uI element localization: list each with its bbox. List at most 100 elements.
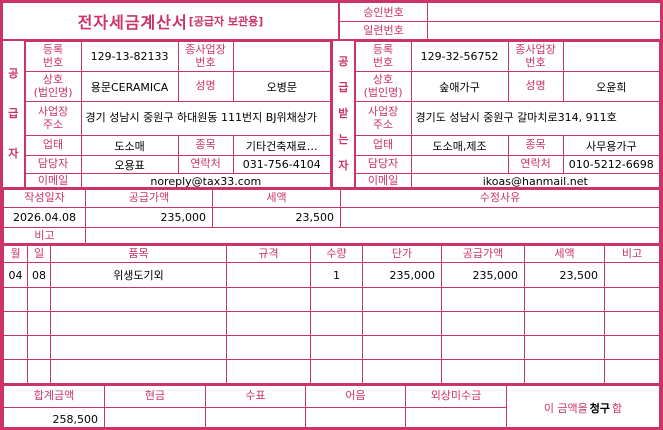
supplier-reg-label: 등록 번호 <box>24 41 82 72</box>
empty-cell <box>50 335 227 360</box>
buyer-reg-label: 등록 번호 <box>354 41 412 72</box>
buyer-table: 등록 번호 129-32-56752 종사업장 번호 상호 (법인명) 숲애가구 성명… <box>354 41 660 190</box>
empty-cell <box>310 359 363 384</box>
empty-cell <box>524 335 605 360</box>
item-note <box>604 262 660 288</box>
buyer-bizitem-value: 사무용가구 <box>562 135 660 156</box>
top-header: 전자세금계산서 [공급자 보관용] 승인번호 일련번호 <box>3 3 660 39</box>
empty-cell <box>3 287 28 312</box>
item-row-empty <box>3 359 660 384</box>
supplier-name-value: 용문CERAMICA <box>80 71 179 102</box>
empty-cell <box>604 335 660 360</box>
empty-cell <box>27 311 51 336</box>
supplier-reg-value: 129-13-82133 <box>80 41 179 72</box>
col-spec: 규격 <box>226 245 311 263</box>
empty-cell <box>310 287 363 312</box>
empty-cell <box>27 287 51 312</box>
item-tax-amount: 23,500 <box>524 262 605 288</box>
empty-cell <box>3 359 28 384</box>
buyer-side-label: 공급받는자 <box>338 55 349 172</box>
supplier-manager-label: 담당자 <box>24 155 82 174</box>
serial-number-row: 일련번호 <box>340 20 660 40</box>
buyer-subbiz-value <box>562 41 660 72</box>
empty-cell <box>524 287 605 312</box>
buyer-manager-label: 담당자 <box>354 155 412 174</box>
empty-cell <box>604 359 660 384</box>
empty-cell <box>362 311 442 336</box>
label-line: 등록 <box>372 42 394 56</box>
check-value <box>205 407 306 427</box>
bill-value <box>305 407 406 427</box>
write-date-label: 작성일자 <box>3 189 86 208</box>
empty-cell <box>3 335 28 360</box>
col-month: 월 <box>3 245 28 263</box>
col-day: 일 <box>27 245 51 263</box>
title-note: [공급자 보관용] <box>188 15 264 28</box>
cash-value <box>104 407 206 427</box>
empty-cell <box>441 335 525 360</box>
empty-cell <box>362 287 442 312</box>
serial-number-value <box>428 22 660 40</box>
buyer-biztype-label: 업태 <box>354 135 412 156</box>
buyer-biztype-value: 도소매,제조 <box>410 135 509 156</box>
supplier-phone-value: 031-756-4104 <box>232 155 332 174</box>
item-row: 04 08 위생도기외 1 235,000 235,000 23,500 <box>3 262 660 288</box>
supplier-subbiz-value <box>232 41 332 72</box>
empty-cell <box>362 359 442 384</box>
label-line: 번호 <box>372 55 394 69</box>
empty-cell <box>226 287 311 312</box>
empty-cell <box>524 359 605 384</box>
write-date-value: 2026.04.08 <box>3 207 86 228</box>
label-line: 등록 <box>42 42 64 56</box>
supplier-bizitem-value: 기타건축재료… <box>232 135 332 156</box>
bill-label: 어음 <box>305 385 406 408</box>
totals-table: 합계금액 현금 수표 어음 외상미수금 이 금액을 청구 함 258,500 <box>3 385 660 427</box>
invoice-title: 전자세금계산서 [공급자 보관용] <box>3 3 340 39</box>
total-amount-value: 258,500 <box>3 407 105 427</box>
label-line: 번호 <box>525 55 546 69</box>
empty-cell <box>441 359 525 384</box>
items-section: 월 일 품목 규격 수량 단가 공급가액 세액 비고 04 08 위생도기외 1… <box>3 243 660 384</box>
empty-cell <box>604 287 660 312</box>
label-line: 주소 <box>42 117 64 131</box>
summary-table: 작성일자 공급가액 세액 수정사유 2026.04.08 235,000 23,… <box>3 189 660 246</box>
parties-section: 공급자 등록 번호 129-13-82133 종사업장 번호 상호 (법인명) 용문C… <box>3 39 660 190</box>
empty-cell <box>27 335 51 360</box>
claim-prefix: 이 금액을 <box>543 402 588 415</box>
item-unit-price: 235,000 <box>362 262 442 288</box>
approval-serial-block: 승인번호 일련번호 <box>340 3 660 39</box>
empty-cell <box>226 311 311 336</box>
item-name: 위생도기외 <box>50 262 227 288</box>
buyer-manager-value <box>410 155 509 174</box>
empty-cell <box>50 359 227 384</box>
items-table: 월 일 품목 규격 수량 단가 공급가액 세액 비고 04 08 위생도기외 1… <box>3 245 660 384</box>
label-line: 사업장 <box>367 104 399 118</box>
label-line: 번호 <box>195 55 216 69</box>
col-note: 비고 <box>604 245 660 263</box>
empty-cell <box>310 335 363 360</box>
credit-value <box>405 407 507 427</box>
col-unit-price: 단가 <box>362 245 442 263</box>
empty-cell <box>310 311 363 336</box>
empty-cell <box>50 311 227 336</box>
item-qty: 1 <box>310 262 363 288</box>
item-spec <box>226 262 311 288</box>
empty-cell <box>50 287 227 312</box>
buyer-name-label: 상호 (법인명) <box>354 71 412 102</box>
supplier-bizitem-label: 종목 <box>177 135 234 156</box>
item-row-empty <box>3 311 660 336</box>
supplier-address-value: 경기 성남시 중원구 하대원동 111번지 BJ위채상가 <box>80 101 332 136</box>
buyer-address-value: 경기도 성남시 중원구 갈마치로314, 911호 <box>410 101 660 136</box>
supply-amount-value: 235,000 <box>85 207 213 228</box>
buyer-reg-value: 129-32-56752 <box>410 41 509 72</box>
buyer-subbiz-label: 종사업장 번호 <box>507 41 564 72</box>
supplier-address-label: 사업장 주소 <box>24 101 82 136</box>
claim-statement: 이 금액을 청구 함 <box>506 385 660 427</box>
supplier-ceo-label: 성명 <box>177 71 234 102</box>
label-line: 사업장 <box>37 104 69 118</box>
label-line: 종사업장 <box>515 42 556 56</box>
supplier-phone-label: 연락처 <box>177 155 234 174</box>
footer-section: 합계금액 현금 수표 어음 외상미수금 이 금액을 청구 함 258,500 <box>3 383 660 427</box>
col-supply-amount: 공급가액 <box>441 245 525 263</box>
approval-number-label: 승인번호 <box>340 3 428 21</box>
